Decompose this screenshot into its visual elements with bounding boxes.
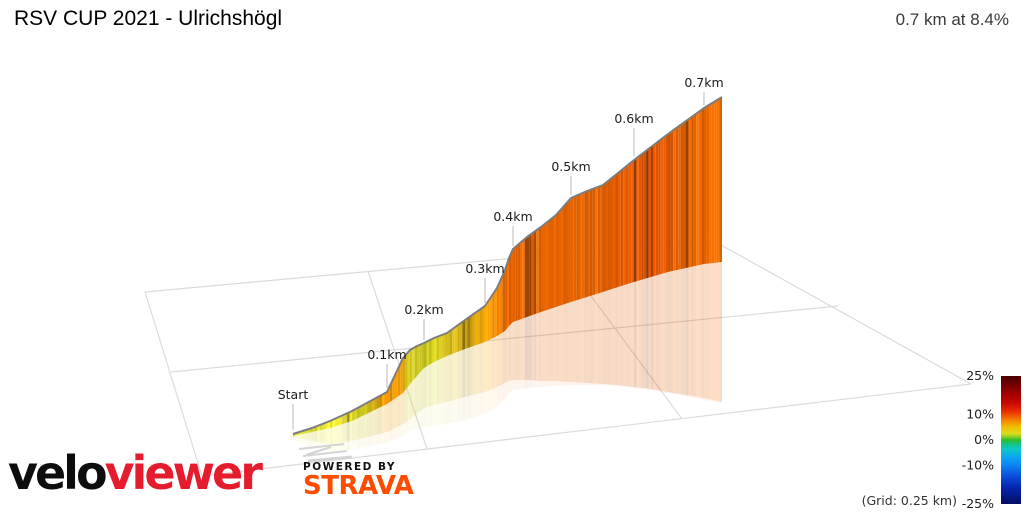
veloviewer-logo[interactable]: veloviewer	[8, 450, 263, 496]
legend-color-bar	[1001, 376, 1021, 504]
distance-label: 0.5km	[551, 159, 590, 174]
legend-tick-label: 25%	[966, 368, 994, 383]
profile-reflection	[293, 262, 722, 444]
signature-scribble	[298, 443, 353, 463]
logo-viewer-text: viewer	[104, 446, 263, 500]
distance-label: 0.6km	[614, 111, 653, 126]
legend-tick-label: 0%	[974, 432, 994, 447]
elevation-wall	[293, 97, 722, 436]
distance-label: 0.1km	[367, 347, 406, 362]
strava-attribution[interactable]: POWERED BY STRAVA	[303, 461, 414, 501]
gradient-legend: 25% 10% 0% -10% -25% (Grid: 0.25 km)	[862, 368, 1021, 511]
profile-reflection-soft	[293, 262, 722, 452]
distance-label: 0.7km	[684, 75, 723, 90]
climb-summary: 0.7 km at 8.4%	[895, 10, 1009, 29]
elevation-top-line	[292, 96, 723, 435]
grid-spacing-note: (Grid: 0.25 km)	[862, 493, 957, 508]
distance-label: 0.2km	[404, 302, 443, 317]
distance-markers: Start 0.1km 0.2km 0.3km 0.4km 0.5km 0.6km 0.7km	[278, 75, 724, 430]
page-title: RSV CUP 2021 - Ulrichshögl	[14, 7, 283, 30]
legend-tick-label: -10%	[962, 458, 994, 473]
distance-label: Start	[278, 387, 309, 402]
distance-label: 0.4km	[493, 209, 532, 224]
powered-by-label: POWERED BY	[303, 461, 397, 473]
legend-tick-label: -25%	[962, 496, 994, 511]
distance-label: 0.3km	[465, 261, 504, 276]
legend-tick-label: 10%	[966, 406, 994, 421]
strava-logo: STRAVA	[303, 471, 414, 501]
logo-velo-text: velo	[8, 446, 108, 500]
